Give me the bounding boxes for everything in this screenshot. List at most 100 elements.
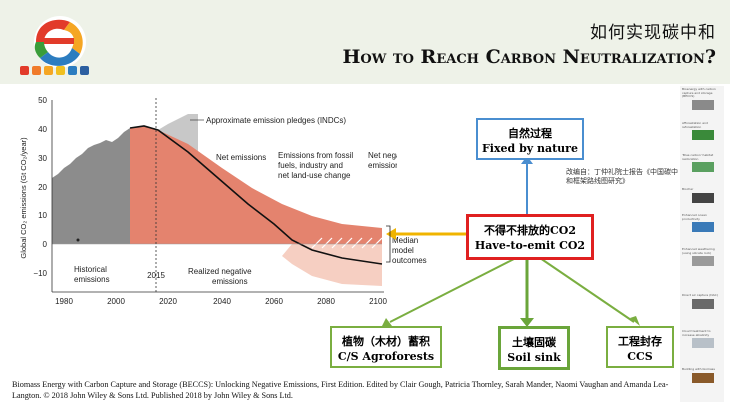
x-tick: 2060 bbox=[265, 297, 283, 306]
sidebar-item: Direct air capture (DAC) bbox=[682, 293, 722, 309]
soil-en: Soil sink bbox=[507, 351, 561, 364]
page-title-en: How to Reach Carbon Neutralization? bbox=[342, 46, 716, 68]
sidebar-item: Enhanced ocean productivity bbox=[682, 213, 722, 232]
x-tick: 2020 bbox=[159, 297, 177, 306]
emit-en: Have-to-emit CO2 bbox=[474, 239, 586, 252]
median-label-line: Median bbox=[392, 236, 419, 245]
y-tick: 30 bbox=[38, 154, 47, 163]
y-tick: −10 bbox=[33, 269, 47, 278]
x-tick: 2100 bbox=[369, 297, 387, 306]
ccs-zh: 工程封存 bbox=[618, 335, 662, 348]
fixed-en: Fixed by nature bbox=[482, 142, 578, 155]
realized-label-2: emissions bbox=[212, 277, 248, 286]
leaf-icon bbox=[56, 66, 65, 75]
x-ticks: 1980 2000 2020 2040 2060 2080 2100 bbox=[55, 297, 387, 306]
x-tick: 2080 bbox=[317, 297, 335, 306]
sidebar-item-label: Building with biomass bbox=[682, 367, 715, 371]
historical-label-2: emissions bbox=[74, 275, 110, 284]
sidebar-item-label: Enhanced weathering (using silicate rock… bbox=[682, 247, 715, 255]
net-negative-label-2: emissions bbox=[368, 161, 397, 170]
historical-label-1: Historical bbox=[74, 265, 107, 274]
emissions-chart: 50 40 30 20 10 0 −10 1980 2000 2020 2040… bbox=[12, 88, 413, 320]
net-negative-area bbox=[282, 244, 382, 286]
y-ticks: 50 40 30 20 10 0 −10 bbox=[33, 96, 47, 278]
sidebar-item-label: Enhanced ocean productivity bbox=[682, 213, 707, 221]
timber-icon bbox=[692, 372, 714, 383]
sidebar-item: Enhanced weathering (using silicate rock… bbox=[682, 247, 722, 266]
citation: Biomass Energy with Carbon Capture and S… bbox=[12, 380, 669, 400]
biochar-icon bbox=[692, 192, 714, 203]
sidebar-item: Cloud treatment to increase alkalinity bbox=[682, 329, 722, 348]
negative-emissions-sidebar: Bioenergy with carbon capture and storag… bbox=[680, 86, 724, 402]
emissions-chart-svg: 50 40 30 20 10 0 −10 1980 2000 2020 2040… bbox=[19, 96, 413, 306]
arrow-up-icon bbox=[521, 156, 533, 164]
fossil-label-1: Emissions from fossil bbox=[278, 151, 353, 160]
flask-icon bbox=[80, 66, 89, 75]
sidebar-item-label: 'Blue carbon' habitat restoration bbox=[682, 153, 714, 161]
ccs-box: 工程封存 CCS bbox=[606, 326, 674, 368]
sidebar-item: Biochar bbox=[682, 187, 722, 203]
sidebar-item-label: Biochar bbox=[682, 187, 694, 191]
arrow-down-left-icon bbox=[382, 318, 392, 326]
logo-icon-row bbox=[20, 66, 89, 75]
median-line bbox=[129, 125, 383, 265]
historical-area bbox=[52, 128, 130, 244]
arrow-left-icon bbox=[386, 228, 396, 240]
wetland-icon bbox=[692, 162, 714, 172]
net-emissions-label: Net emissions bbox=[216, 153, 266, 162]
y-tick: 50 bbox=[38, 96, 47, 105]
soil-zh: 土壤固碳 bbox=[512, 336, 556, 349]
x-tick: 2040 bbox=[213, 297, 231, 306]
gear-icon bbox=[32, 66, 41, 75]
fossil-label-2: fuels, industry and bbox=[278, 161, 343, 170]
cloud-icon bbox=[692, 338, 714, 348]
indcs-label: Approximate emission pledges (INDCs) bbox=[206, 116, 346, 125]
emit-zh: 不得不排放的CO2 bbox=[484, 224, 576, 237]
power-plant-icon bbox=[692, 99, 714, 110]
sidebar-item: Afforestation and reforestation bbox=[682, 121, 722, 140]
soil-sink-box: 土壤固碳 Soil sink bbox=[498, 326, 570, 370]
sun-icon bbox=[44, 66, 53, 75]
agro-en: C/S Agroforests bbox=[337, 350, 435, 363]
drop-icon bbox=[68, 66, 77, 75]
source-note: 改编自：丁仲礼院士报告《中国碳中和框架路线图研究》 bbox=[566, 168, 678, 185]
agroforests-box: 植物（木材）蓄积 C/S Agroforests bbox=[330, 326, 442, 368]
y-axis-label: Global CO₂ emissions (Gt CO₂/year) bbox=[19, 137, 28, 259]
sidebar-item-label: Afforestation and reforestation bbox=[682, 121, 708, 129]
net-negative-label-1: Net negative bbox=[368, 151, 397, 160]
have-to-emit-box: 不得不排放的CO2 Have-to-emit CO2 bbox=[466, 214, 594, 260]
sidebar-item: Building with biomass bbox=[682, 367, 722, 383]
trees-icon bbox=[692, 130, 714, 140]
agro-zh: 植物（木材）蓄积 bbox=[342, 335, 430, 348]
header-band bbox=[0, 0, 730, 84]
x-tick: 1980 bbox=[55, 297, 73, 306]
sidebar-item: Bioenergy with carbon capture and storag… bbox=[682, 87, 722, 110]
median-label-line: model bbox=[392, 246, 414, 255]
ccs-en: CCS bbox=[627, 350, 653, 363]
logo-icon bbox=[34, 16, 86, 68]
air-capture-icon bbox=[692, 298, 714, 309]
y-tick: 10 bbox=[38, 211, 47, 220]
sidebar-item-label: Bioenergy with carbon capture and storag… bbox=[682, 87, 716, 98]
page-title-zh: 如何实现碳中和 bbox=[590, 23, 716, 43]
realized-label-1: Realized negative bbox=[188, 267, 252, 276]
median-label: Median model outcomes bbox=[392, 236, 427, 266]
fixed-by-nature-box: 自然过程 Fixed by nature bbox=[476, 118, 584, 160]
fire-icon bbox=[20, 66, 29, 75]
rock-icon bbox=[692, 256, 714, 266]
arrow-down-icon bbox=[520, 318, 534, 327]
x-tick: 2000 bbox=[107, 297, 125, 306]
sidebar-item: 'Blue carbon' habitat restoration bbox=[682, 153, 722, 172]
sidebar-item-label: Direct air capture (DAC) bbox=[682, 293, 718, 297]
fixed-zh: 自然过程 bbox=[508, 127, 552, 140]
arrow-down-right-icon bbox=[630, 316, 640, 326]
year-marker-label: 2015 bbox=[147, 271, 165, 280]
y-tick: 40 bbox=[38, 125, 47, 134]
fossil-label-3: net land-use change bbox=[278, 171, 351, 180]
sidebar-item-label: Cloud treatment to increase alkalinity bbox=[682, 329, 711, 337]
y-tick: 0 bbox=[43, 240, 48, 249]
median-label-line: outcomes bbox=[392, 256, 427, 265]
ocean-icon bbox=[692, 222, 714, 232]
